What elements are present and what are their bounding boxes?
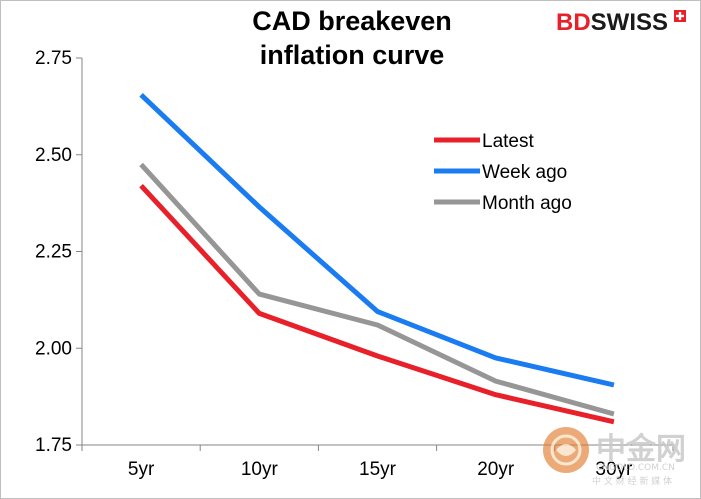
- watermark-name: 中金网: [596, 432, 686, 467]
- cngold-watermark: 中金网 CNGOLD.COM.CN 中 文 财 经 新 媒 体: [543, 427, 686, 487]
- series-layer: [139, 92, 615, 425]
- y-tick-label: 2.50: [35, 145, 72, 166]
- series-line-latest: [139, 184, 615, 425]
- x-tick-label: 5yr: [128, 459, 155, 480]
- x-tick-label: 10yr: [241, 459, 279, 480]
- series-line-week-ago: [139, 92, 615, 388]
- legend-label: Month ago: [482, 193, 572, 214]
- legend-item-latest: Latest: [434, 131, 534, 152]
- svg-text:BDSWISS: BDSWISS: [556, 9, 668, 36]
- legend-label: Week ago: [482, 162, 567, 183]
- legend-item-month-ago: Month ago: [434, 193, 572, 214]
- bdswiss-logo: BDSWISS: [556, 9, 686, 36]
- y-tick-label: 2.25: [35, 242, 72, 263]
- x-tick-label: 20yr: [477, 459, 515, 480]
- y-tick-label: 1.75: [35, 435, 72, 456]
- x-tick-label: 30yr: [595, 459, 633, 480]
- chart-title-line-1: CAD breakeven: [252, 6, 452, 36]
- series-line-month-ago: [139, 162, 615, 417]
- y-axis-ticks: 1.75 2.00 2.25 2.50 2.75: [35, 48, 82, 456]
- watermark-tagline: 中 文 财 经 新 媒 体: [592, 475, 672, 487]
- legend-item-week-ago: Week ago: [434, 162, 567, 183]
- y-tick-label: 2.75: [35, 48, 72, 69]
- legend: Latest Week ago Month ago: [434, 131, 572, 214]
- chart-title-line-2: inflation curve: [260, 40, 445, 70]
- logo-bd-text: BD: [556, 9, 591, 36]
- x-tick-label: 15yr: [359, 459, 397, 480]
- x-axis-ticks: 5yr 10yr 15yr 20yr 30yr: [81, 445, 674, 480]
- y-tick-label: 2.00: [35, 338, 72, 359]
- cngold-coin-icon: [543, 427, 589, 473]
- legend-label: Latest: [482, 131, 534, 152]
- logo-swiss-text: SWISS: [591, 9, 668, 36]
- watermark-domain: CNGOLD.COM.CN: [596, 463, 675, 473]
- swiss-cross-icon: [674, 10, 686, 22]
